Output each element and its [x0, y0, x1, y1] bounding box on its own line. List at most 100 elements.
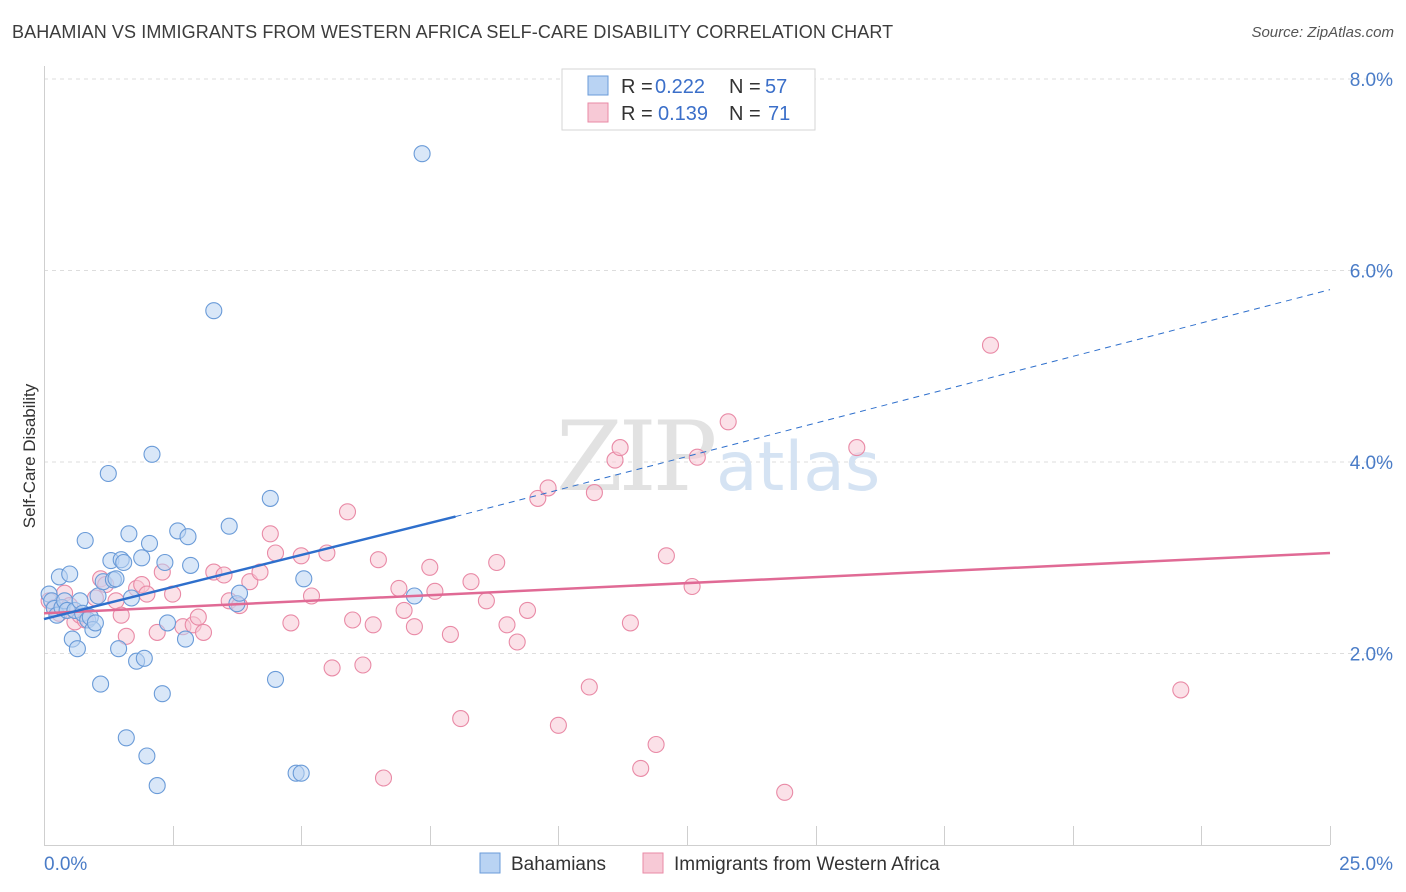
y-axis-title: Self-Care Disability — [20, 383, 39, 528]
data-point-immigrants — [282, 614, 300, 632]
data-point-bahamians — [61, 565, 79, 583]
data-point-immigrants — [374, 769, 393, 787]
source-label: Source: ZipAtlas.com — [1251, 24, 1394, 41]
series-bahamians-points — [40, 145, 431, 795]
legend-n-label-2: N = — [729, 103, 761, 125]
x-tick-label-max: 25.0% — [1339, 854, 1393, 875]
data-point-bahamians — [120, 525, 138, 543]
data-point-immigrants — [688, 448, 706, 466]
data-point-immigrants — [421, 558, 439, 576]
data-point-bahamians — [292, 764, 310, 782]
data-point-immigrants — [261, 525, 279, 543]
data-point-bahamians — [176, 630, 195, 648]
data-point-bahamians — [86, 614, 104, 632]
y-tick-label: 4.0% — [1350, 453, 1393, 474]
data-point-immigrants — [364, 616, 382, 634]
data-point-immigrants — [647, 735, 665, 754]
legend-r-value-2: 0.139 — [658, 103, 708, 125]
data-point-bahamians — [133, 549, 151, 567]
data-point-bahamians — [179, 528, 197, 546]
data-point-immigrants — [477, 592, 495, 610]
data-point-immigrants — [1172, 681, 1190, 699]
y-tick-labels: 2.0% 4.0% 6.0% 8.0% — [1350, 70, 1393, 666]
y-tick-label: 8.0% — [1350, 70, 1393, 91]
data-point-bahamians — [295, 570, 313, 588]
bottom-legend-swatch-immigrants — [642, 852, 664, 874]
y-tick-label: 2.0% — [1350, 645, 1393, 666]
data-point-bahamians — [205, 302, 223, 320]
chart-title: BAHAMIAN VS IMMIGRANTS FROM WESTERN AFRI… — [12, 22, 894, 42]
data-point-bahamians — [117, 729, 135, 747]
data-point-bahamians — [143, 445, 161, 463]
legend-r-label-1: R = — [621, 76, 653, 98]
data-point-immigrants — [390, 579, 408, 597]
data-point-immigrants — [441, 625, 459, 643]
data-point-bahamians — [110, 640, 128, 658]
legend-r-value-1: 0.222 — [655, 76, 705, 98]
data-point-immigrants — [112, 606, 130, 624]
legend-n-value-2: 71 — [768, 103, 790, 125]
data-point-bahamians — [107, 570, 125, 588]
data-point-immigrants — [632, 759, 650, 777]
data-point-immigrants — [344, 611, 362, 629]
data-point-immigrants — [585, 484, 603, 502]
data-point-bahamians — [148, 777, 166, 795]
data-point-immigrants — [611, 439, 629, 457]
legend-swatch-immigrants — [587, 102, 609, 123]
data-point-bahamians — [156, 553, 174, 572]
data-point-immigrants — [323, 659, 341, 677]
axes — [44, 66, 1330, 846]
series-immigrants-western-africa-points — [40, 336, 1190, 801]
legend-n-label-1: N = — [729, 76, 761, 98]
legend-swatch-bahamians — [587, 75, 609, 96]
data-point-bahamians — [99, 464, 117, 483]
data-point-immigrants — [776, 783, 794, 801]
data-point-immigrants — [508, 633, 526, 651]
data-point-immigrants — [621, 614, 639, 632]
data-point-bahamians — [89, 587, 107, 605]
data-point-bahamians — [413, 145, 431, 163]
data-point-immigrants — [580, 678, 598, 696]
data-point-immigrants — [549, 716, 567, 734]
bottom-legend-label-bahamians: Bahamians — [511, 854, 606, 875]
x-ticks — [173, 826, 1331, 845]
data-point-immigrants — [498, 616, 516, 634]
legend-r-label-2: R = — [621, 103, 653, 125]
data-point-immigrants — [719, 413, 737, 431]
data-point-immigrants — [981, 336, 1000, 354]
data-point-bahamians — [153, 685, 171, 703]
trend-line-immigrants — [43, 551, 1331, 615]
data-point-immigrants — [426, 582, 444, 600]
data-point-bahamians — [140, 534, 159, 552]
data-point-immigrants — [488, 553, 506, 572]
data-point-bahamians — [76, 531, 94, 550]
data-point-bahamians — [68, 640, 86, 658]
data-point-immigrants — [518, 601, 537, 619]
data-point-immigrants — [395, 601, 413, 619]
data-point-bahamians — [158, 614, 177, 632]
data-point-immigrants — [117, 627, 135, 645]
data-point-immigrants — [683, 577, 701, 596]
data-point-immigrants — [452, 710, 470, 728]
data-point-bahamians — [266, 670, 285, 688]
data-point-immigrants — [657, 547, 675, 565]
data-point-immigrants — [338, 503, 357, 521]
data-point-bahamians — [92, 675, 110, 693]
data-point-immigrants — [354, 656, 372, 674]
data-point-immigrants — [405, 618, 423, 636]
data-point-bahamians — [220, 517, 238, 535]
data-point-bahamians — [115, 553, 133, 572]
x-tick-label-min: 0.0% — [44, 854, 87, 875]
y-tick-label: 6.0% — [1350, 262, 1393, 283]
data-point-immigrants — [266, 544, 285, 562]
legend: R = 0.222 N = 57 R = 0.139 N = 71 — [561, 68, 816, 131]
data-point-immigrants — [848, 439, 866, 457]
bottom-legend-swatch-bahamians — [479, 852, 501, 874]
trend-line-bahamians — [43, 515, 456, 621]
data-point-immigrants — [194, 623, 213, 641]
data-point-bahamians — [135, 649, 153, 667]
data-point-bahamians — [138, 747, 156, 765]
data-point-bahamians — [261, 489, 279, 507]
data-point-immigrants — [369, 551, 387, 569]
